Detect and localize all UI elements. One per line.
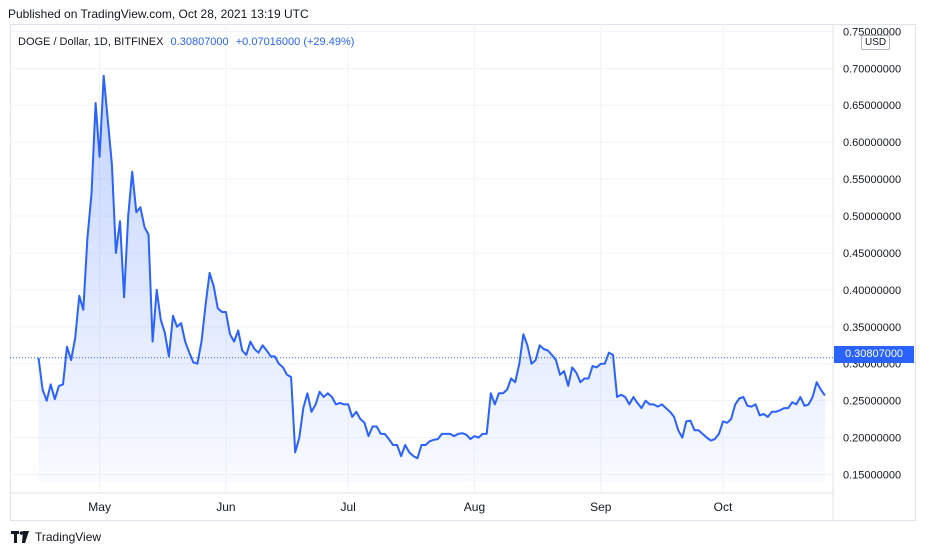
price-axis: 0.150000000.200000000.250000000.30000000… <box>843 26 901 481</box>
y-tick-label: 0.25000000 <box>843 396 901 408</box>
tradingview-logo-icon <box>11 531 31 543</box>
x-tick-label: May <box>88 500 111 514</box>
x-tick-label: Oct <box>714 500 733 514</box>
y-tick-label: 0.55000000 <box>843 174 901 186</box>
symbol-label: DOGE / Dollar, 1D, BITFINEX <box>18 36 164 48</box>
series-line <box>37 74 826 460</box>
y-tick-label: 0.50000000 <box>843 211 901 223</box>
x-tick-label: Sep <box>590 500 612 514</box>
y-tick-label: 0.65000000 <box>843 100 901 112</box>
last-price-tag: 0.30807000 <box>834 346 914 363</box>
published-caption: Published on TradingView.com, Oct 28, 20… <box>8 7 309 21</box>
y-tick-label: 0.40000000 <box>843 285 901 297</box>
y-tick-label: 0.45000000 <box>843 248 901 260</box>
symbol-legend[interactable]: DOGE / Dollar, 1D, BITFINEX 0.30807000 +… <box>18 36 354 48</box>
x-tick-label: Jun <box>216 500 235 514</box>
y-tick-label: 0.15000000 <box>843 470 901 482</box>
currency-label[interactable]: USD <box>861 35 891 50</box>
x-tick-label: Jul <box>340 500 355 514</box>
change-value: +0.07016000 (+29.49%) <box>235 36 355 48</box>
footer-brand[interactable]: TradingView <box>11 530 101 544</box>
footer-brand-label: TradingView <box>35 530 102 544</box>
series-area <box>38 75 825 482</box>
y-tick-label: 0.20000000 <box>843 433 901 445</box>
chart-frame[interactable] <box>10 24 916 521</box>
y-tick-label: 0.35000000 <box>843 322 901 334</box>
x-tick-label: Aug <box>464 500 485 514</box>
last-value: 0.30807000 <box>170 36 229 48</box>
time-axis: May Jun Jul Aug Sep Oct <box>88 500 733 514</box>
y-tick-label: 0.70000000 <box>843 63 901 75</box>
y-tick-label: 0.60000000 <box>843 137 901 149</box>
